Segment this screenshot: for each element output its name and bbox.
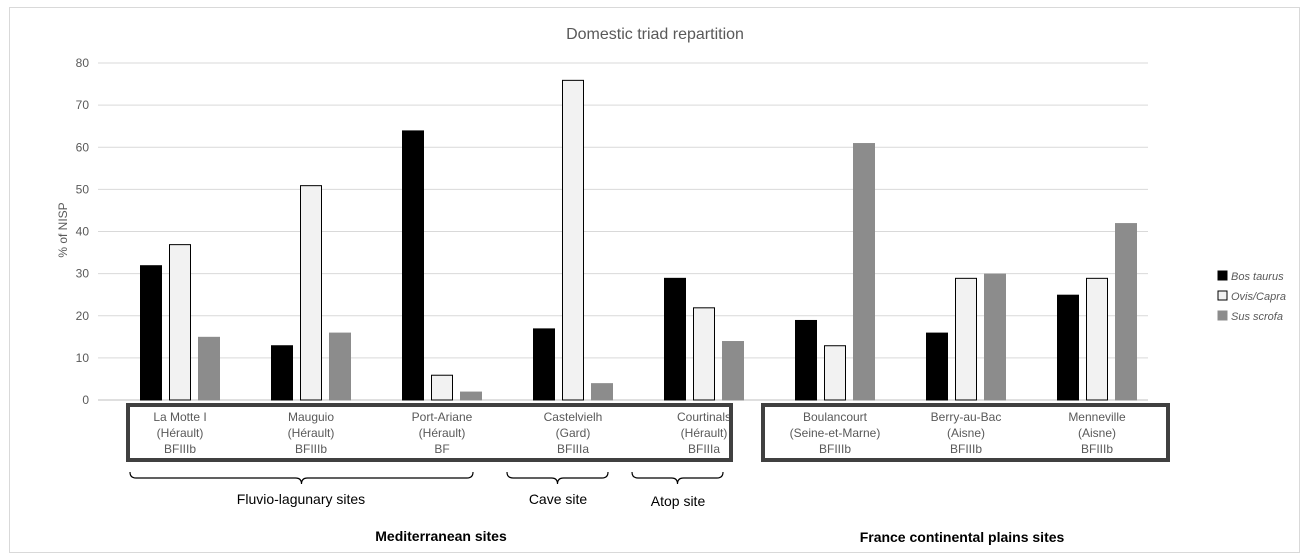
legend-label-sus-scrofa: Sus scrofa [1231, 311, 1283, 323]
y-tick-label: 80 [76, 56, 90, 70]
category-label: Courtinals [677, 410, 731, 424]
bar-bos-taurus [533, 328, 555, 401]
y-tick-label: 70 [76, 98, 90, 112]
category-labels: La Motte I (Hérault) BFIIIb Mauguio (Hérault… [153, 410, 1126, 456]
legend: Bos taurus Ovis/Capra Sus scrofa [1217, 270, 1286, 323]
bar-ovis-capra [169, 244, 191, 401]
legend-swatch-sus-scrofa [1217, 310, 1228, 321]
category-label: (Hérault) [157, 426, 204, 440]
bar-bos-taurus [271, 345, 293, 401]
bar-ovis-capra [693, 307, 715, 401]
group-annotations: Fluvio-lagunary sites Cave site Atop sit… [237, 491, 1065, 545]
bar-sus-scrofa [591, 383, 613, 401]
annotation-fluvio-lagunary: Fluvio-lagunary sites [237, 491, 365, 507]
bar-bos-taurus [1057, 294, 1079, 401]
category-label: La Motte I [153, 410, 206, 424]
category-label: (Seine-et-Marne) [790, 426, 881, 440]
category-label: Menneville [1068, 410, 1126, 424]
brace-cave-site [506, 471, 609, 485]
y-tick-label: 40 [76, 225, 90, 239]
legend-swatch-bos-taurus [1217, 270, 1228, 281]
category-label: BFIIIa [557, 442, 589, 456]
y-tick-label: 20 [76, 309, 90, 323]
chart-title: Domestic triad repartition [566, 26, 744, 43]
subgroup-braces [129, 471, 724, 485]
y-tick-label: 50 [76, 182, 90, 196]
category-label: (Gard) [556, 426, 591, 440]
bar-ovis-capra [300, 185, 322, 401]
y-tick-labels: 0 10 20 30 40 50 60 70 80 [76, 56, 90, 407]
bar-ovis-capra [431, 374, 453, 401]
category-label: (Aisne) [947, 426, 985, 440]
category-label: BFIIIb [950, 442, 982, 456]
y-tick-label: 30 [76, 267, 90, 281]
bar-sus-scrofa [1115, 223, 1137, 401]
bar-sus-scrofa [460, 391, 482, 401]
brace-fluvio-lagunary [129, 471, 474, 485]
category-label: (Aisne) [1078, 426, 1116, 440]
mediterranean-group-box [126, 403, 733, 462]
category-label: BF [434, 442, 449, 456]
bar-bos-taurus [795, 319, 817, 401]
annotation-continental-plains-sites: France continental plains sites [860, 529, 1065, 545]
bar-ovis-capra [824, 345, 846, 401]
continental-group-box [761, 403, 1170, 462]
chart-frame [9, 7, 1300, 553]
category-label: (Hérault) [681, 426, 728, 440]
annotation-cave-site: Cave site [529, 491, 588, 507]
category-label: BFIIIb [164, 442, 196, 456]
category-label: Port-Ariane [412, 410, 473, 424]
bar-sus-scrofa [198, 336, 220, 401]
bar-ovis-capra [1086, 277, 1108, 401]
category-label: (Hérault) [288, 426, 335, 440]
bar-bos-taurus [926, 332, 948, 401]
annotation-mediterranean-sites: Mediterranean sites [375, 528, 507, 544]
bar-bos-taurus [402, 130, 424, 401]
y-tick-label: 10 [76, 351, 90, 365]
legend-swatch-ovis-capra [1217, 290, 1228, 301]
category-label: Castelvielh [544, 410, 603, 424]
category-label: Boulancourt [803, 410, 868, 424]
bar-ovis-capra [955, 277, 977, 401]
bars [140, 79, 1137, 401]
y-axis-label: % of NISP [56, 202, 70, 257]
legend-label-bos-taurus: Bos taurus [1231, 271, 1284, 283]
bar-bos-taurus [140, 265, 162, 401]
category-label: BFIIIb [1081, 442, 1113, 456]
category-label: BFIIIb [819, 442, 851, 456]
group-boxes [126, 403, 1170, 462]
category-label: BFIIIa [688, 442, 720, 456]
bar-bos-taurus [664, 277, 686, 401]
bar-sus-scrofa [722, 341, 744, 401]
category-label: Berry-au-Bac [931, 410, 1002, 424]
category-label: Mauguio [288, 410, 334, 424]
y-tick-label: 0 [82, 393, 89, 407]
y-tick-label: 60 [76, 140, 90, 154]
legend-label-ovis-capra: Ovis/Capra [1231, 291, 1286, 303]
bar-sus-scrofa [853, 143, 875, 401]
category-label: (Hérault) [419, 426, 466, 440]
bar-sus-scrofa [329, 332, 351, 401]
annotation-atop-site: Atop site [651, 493, 706, 509]
brace-atop-site [631, 471, 724, 485]
bar-ovis-capra [562, 79, 584, 401]
category-label: BFIIIb [295, 442, 327, 456]
bar-sus-scrofa [984, 273, 1006, 401]
